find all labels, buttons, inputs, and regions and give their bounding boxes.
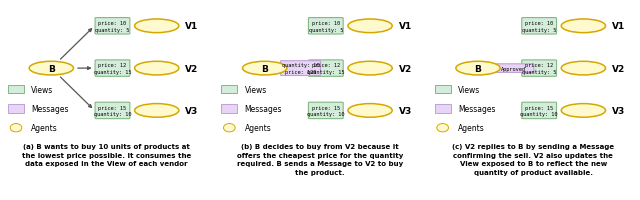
FancyBboxPatch shape <box>308 61 343 77</box>
Circle shape <box>456 62 500 76</box>
Text: price: 15
quantity: 10: price: 15 quantity: 10 <box>307 105 344 117</box>
Text: price: 10
quantity: 5: price: 10 quantity: 5 <box>95 21 130 32</box>
Text: Messages: Messages <box>244 104 282 113</box>
Circle shape <box>29 62 74 76</box>
Text: Views: Views <box>31 85 54 94</box>
Circle shape <box>223 124 235 132</box>
Text: Agents: Agents <box>244 124 271 133</box>
Circle shape <box>348 62 392 76</box>
Circle shape <box>561 104 605 118</box>
Text: Approved: Approved <box>501 66 526 71</box>
Text: price: 12
quantity: 15: price: 12 quantity: 15 <box>307 63 344 75</box>
Text: price: 15
quantity: 10: price: 15 quantity: 10 <box>93 105 131 117</box>
FancyBboxPatch shape <box>308 103 343 119</box>
FancyBboxPatch shape <box>8 86 24 94</box>
FancyBboxPatch shape <box>308 18 343 35</box>
FancyBboxPatch shape <box>221 105 237 113</box>
Text: price: 12
quantity: 15: price: 12 quantity: 15 <box>93 63 131 75</box>
Circle shape <box>134 20 179 33</box>
Text: B: B <box>48 64 55 73</box>
Text: V3: V3 <box>612 106 625 115</box>
Circle shape <box>561 20 605 33</box>
Text: (b) B decides to buy from V2 because it
offers the cheapest price for the quanti: (b) B decides to buy from V2 because it … <box>237 144 403 175</box>
Text: price: 15
quantity: 10: price: 15 quantity: 10 <box>520 105 558 117</box>
Circle shape <box>437 124 449 132</box>
Circle shape <box>134 104 179 118</box>
Text: V1: V1 <box>185 22 198 31</box>
Text: V3: V3 <box>399 106 412 115</box>
FancyBboxPatch shape <box>95 103 130 119</box>
FancyBboxPatch shape <box>435 105 451 113</box>
Text: Views: Views <box>244 85 267 94</box>
Circle shape <box>348 20 392 33</box>
FancyBboxPatch shape <box>95 61 130 77</box>
FancyBboxPatch shape <box>494 64 534 73</box>
FancyBboxPatch shape <box>95 18 130 35</box>
Text: V1: V1 <box>612 22 625 31</box>
Text: (c) V2 replies to B by sending a Message
confirming the sell. V2 also updates th: (c) V2 replies to B by sending a Message… <box>452 144 614 175</box>
Text: (a) B wants to buy 10 units of products at
the lowest price possible. It consume: (a) B wants to buy 10 units of products … <box>22 144 191 167</box>
FancyBboxPatch shape <box>435 86 451 94</box>
Text: Messages: Messages <box>31 104 68 113</box>
Text: price: 10
quantity: 5: price: 10 quantity: 5 <box>522 21 556 32</box>
Circle shape <box>348 104 392 118</box>
Text: V2: V2 <box>185 64 198 73</box>
Text: price: 10
quantity: 5: price: 10 quantity: 5 <box>308 21 343 32</box>
FancyBboxPatch shape <box>522 18 557 35</box>
Text: Agents: Agents <box>458 124 484 133</box>
Text: V3: V3 <box>185 106 198 115</box>
Text: Agents: Agents <box>31 124 58 133</box>
Text: quantity: 10
price: 120: quantity: 10 price: 120 <box>282 63 319 75</box>
FancyBboxPatch shape <box>522 103 557 119</box>
Circle shape <box>134 62 179 76</box>
Text: price: 12
quantity: 5: price: 12 quantity: 5 <box>522 63 556 75</box>
Text: V1: V1 <box>399 22 412 31</box>
Text: Views: Views <box>458 85 480 94</box>
Text: B: B <box>475 64 481 73</box>
Text: B: B <box>261 64 268 73</box>
FancyBboxPatch shape <box>522 61 557 77</box>
Text: V2: V2 <box>399 64 412 73</box>
Text: V2: V2 <box>612 64 625 73</box>
FancyBboxPatch shape <box>280 61 321 76</box>
Circle shape <box>243 62 287 76</box>
FancyBboxPatch shape <box>8 105 24 113</box>
Text: Messages: Messages <box>458 104 495 113</box>
FancyBboxPatch shape <box>221 86 237 94</box>
Circle shape <box>10 124 22 132</box>
Circle shape <box>561 62 605 76</box>
